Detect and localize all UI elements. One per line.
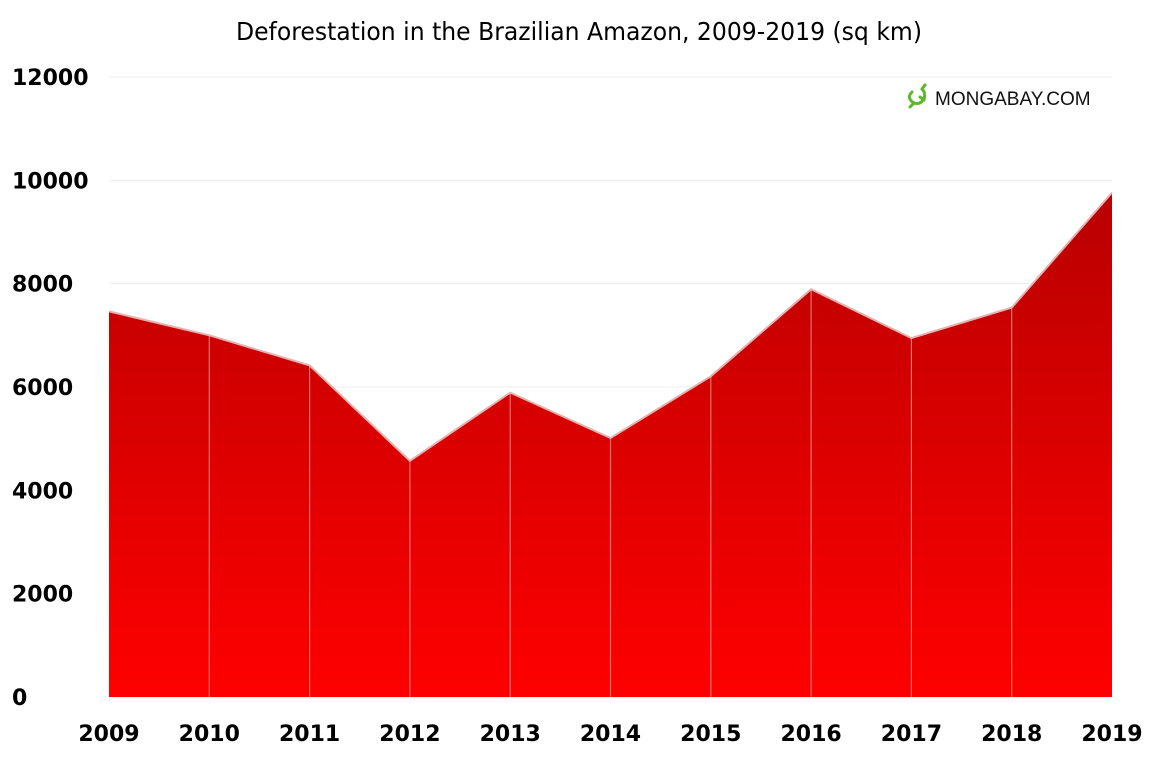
x-tick-label: 2009 [78,722,139,747]
x-axis: 2009 2010 2011 2012 2013 2014 2015 2016 2017 2018… [78,722,1142,747]
y-tick-label: 2000 [12,583,73,608]
x-tick-label: 2011 [279,722,340,747]
y-tick-label: 12000 [12,66,89,91]
chart-title: Deforestation in the Brazilian Amazon, 2… [236,17,922,46]
y-tick-label: 10000 [12,169,89,194]
y-tick-label: 6000 [12,376,73,401]
x-tick-label: 2017 [881,722,942,747]
x-tick-label: 2014 [580,722,641,747]
mongabay-logo: MONGABAY.COM [907,83,1091,110]
x-tick-label: 2010 [179,722,240,747]
y-tick-label: 8000 [12,273,73,298]
x-tick-label: 2016 [780,722,841,747]
y-axis: 0 2000 4000 6000 8000 10000 12000 [12,66,89,711]
x-tick-label: 2019 [1081,722,1142,747]
y-tick-label: 4000 [12,479,73,504]
watermark-text: MONGABAY.COM [935,89,1091,110]
y-tick-label: 0 [12,686,27,711]
x-tick-label: 2018 [981,722,1042,747]
x-tick-label: 2012 [379,722,440,747]
gecko-icon [907,83,927,109]
x-tick-label: 2015 [680,722,741,747]
area-series [108,191,1113,697]
x-tick-label: 2013 [480,722,541,747]
